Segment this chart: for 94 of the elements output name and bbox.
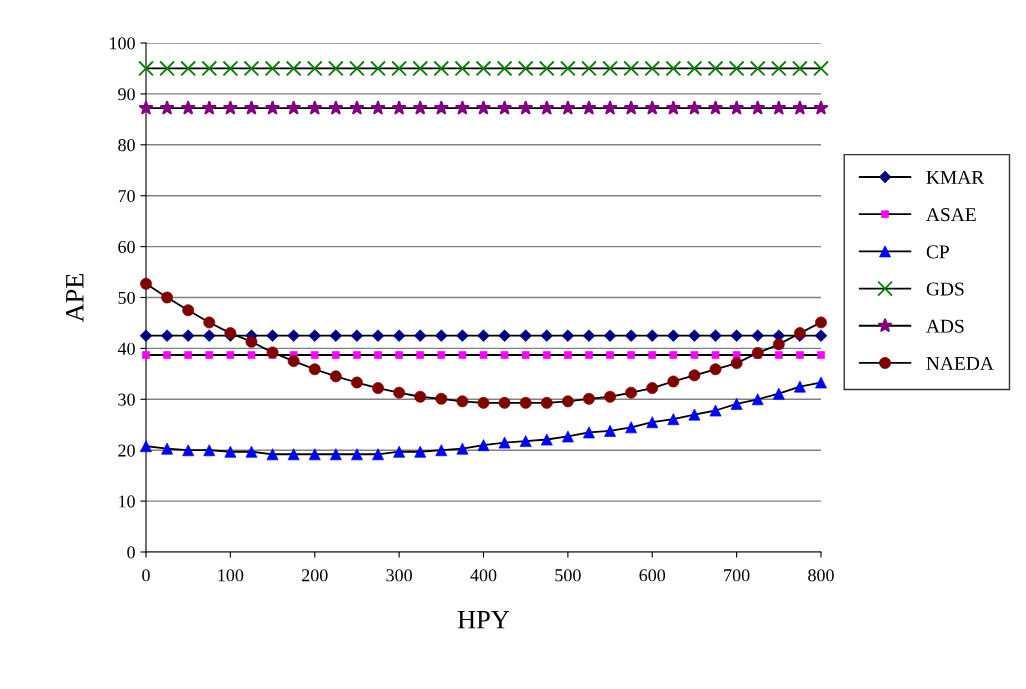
x-axis-title: HPY (457, 611, 510, 629)
point (749, 60, 766, 77)
point (771, 100, 787, 115)
point (328, 100, 344, 115)
point (159, 60, 175, 77)
point (560, 60, 576, 77)
point (180, 100, 196, 115)
legend-label: GDS (926, 282, 964, 296)
point (180, 60, 197, 77)
point (496, 60, 513, 77)
point (475, 60, 492, 77)
point (538, 60, 555, 77)
legend-label: KMAR (926, 170, 985, 184)
point (201, 60, 218, 77)
point (412, 60, 429, 77)
point (370, 60, 386, 77)
point (770, 60, 787, 77)
x-tick-label: 300 (386, 569, 412, 582)
point (201, 100, 217, 115)
point (349, 60, 365, 77)
x-tick-label: 0 (142, 569, 150, 582)
legend-label: ASAE (926, 208, 976, 222)
y-tick-label: 20 (118, 444, 135, 457)
point (644, 100, 660, 115)
point (602, 60, 618, 77)
point (707, 60, 724, 77)
point (813, 60, 829, 77)
point (243, 100, 259, 115)
x-tick-label: 800 (808, 569, 834, 582)
legend-label: CP (926, 245, 949, 259)
point (349, 100, 365, 115)
point (708, 100, 724, 115)
x-tick-label: 200 (302, 569, 328, 582)
y-tick-label: 100 (110, 37, 135, 50)
point (306, 60, 323, 77)
point (497, 100, 513, 115)
legend-label: NAEDA (926, 356, 994, 370)
point (792, 100, 808, 115)
point (623, 100, 639, 115)
point (454, 60, 471, 77)
point (327, 60, 344, 77)
point (602, 100, 618, 115)
y-tick-label: 70 (118, 189, 135, 203)
point (792, 60, 808, 77)
point (560, 100, 576, 115)
point (285, 60, 302, 77)
point (286, 100, 302, 115)
x-tick-label: 700 (724, 569, 750, 582)
point (138, 60, 154, 77)
y-tick-label: 30 (118, 393, 135, 406)
point (265, 100, 281, 115)
point (412, 100, 428, 115)
y-tick-label: 10 (119, 495, 135, 508)
point (391, 100, 407, 115)
point (370, 100, 386, 115)
point (813, 100, 829, 115)
point (750, 100, 766, 115)
point (454, 100, 470, 115)
point (307, 100, 323, 115)
x-tick-label: 100 (218, 569, 244, 582)
y-tick-label: 50 (118, 291, 135, 304)
point (539, 100, 555, 115)
point (391, 60, 407, 77)
point (517, 60, 534, 77)
point (159, 100, 175, 115)
y-tick-label: 60 (118, 240, 135, 254)
point (222, 100, 238, 115)
point (138, 100, 154, 115)
legend-label: ADS (926, 319, 964, 333)
point (433, 60, 450, 77)
point (581, 100, 597, 115)
point (581, 60, 597, 77)
y-axis-title: APE (66, 273, 84, 323)
point (729, 100, 745, 115)
point (264, 60, 281, 77)
y-tick-label: 90 (118, 88, 135, 101)
point (644, 60, 661, 77)
x-tick-label: 400 (470, 569, 497, 582)
point (728, 60, 745, 77)
x-tick-label: 500 (555, 569, 581, 582)
y-tick-label: 80 (118, 139, 135, 152)
point (686, 100, 702, 115)
point (433, 100, 449, 115)
y-tick-label: 40 (117, 342, 135, 355)
y-tick-label: 0 (127, 546, 135, 559)
point (665, 100, 681, 115)
point (623, 60, 640, 77)
x-tick-label: 600 (639, 569, 666, 582)
point (475, 100, 492, 115)
point (243, 60, 260, 77)
point (686, 60, 703, 77)
point (518, 100, 534, 115)
point (665, 60, 682, 77)
point (222, 60, 239, 77)
